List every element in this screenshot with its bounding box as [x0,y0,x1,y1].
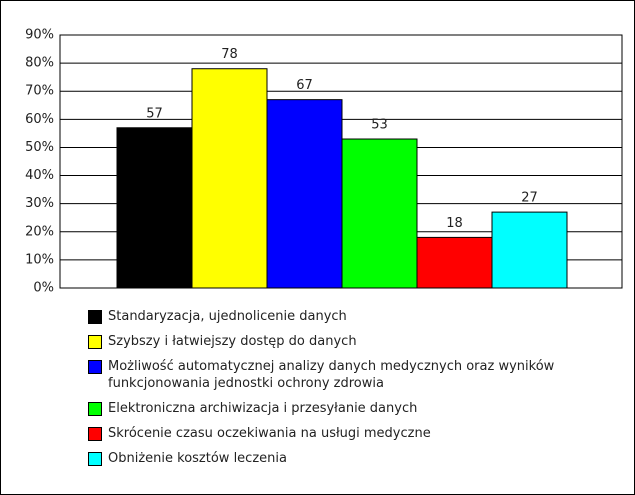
legend-label: Standaryzacja, ujednolicenie danych [108,309,347,324]
y-tick-label: 30% [25,196,54,211]
y-tick-label: 70% [25,84,54,99]
legend-swatch [88,310,102,324]
bar [491,211,568,289]
legend-label: Szybszy i łatwiejszy dostęp do danych [108,334,357,349]
legend-swatch [88,427,102,441]
y-tick-label: 0% [33,281,54,296]
data-label: 78 [221,47,238,62]
data-label: 53 [371,118,388,133]
y-tick-label: 10% [25,252,54,267]
legend-label: Obniżenie kosztów leczenia [108,451,287,466]
data-label: 18 [446,216,463,231]
y-tick-label: 60% [25,112,54,127]
legend-item: Standaryzacja, ujednolicenie danych [88,308,628,325]
y-tick-label: 50% [25,140,54,155]
legend-swatch [88,360,102,374]
bar [266,99,343,289]
bar [341,138,418,289]
legend-item: Szybszy i łatwiejszy dostęp do danych [88,333,628,350]
y-tick-label: 20% [25,224,54,239]
legend-item: Elektroniczna archiwizacja i przesyłanie… [88,400,628,417]
data-label: 67 [296,78,313,93]
data-label: 57 [146,106,163,121]
y-tick-label: 40% [25,168,54,183]
legend-swatch [88,452,102,466]
legend-swatch [88,402,102,416]
legend-label: Elektroniczna archiwizacja i przesyłanie… [108,401,418,416]
y-tick-label: 80% [25,56,54,71]
legend-label: Możliwość automatycznej analizy danych m… [108,359,555,391]
legend-swatch [88,335,102,349]
legend-label: Skrócenie czasu oczekiwania na usługi me… [108,426,431,441]
data-label: 27 [521,191,538,206]
bar [116,127,193,289]
bar [191,68,268,289]
legend: Standaryzacja, ujednolicenie danych Szybs… [88,308,628,475]
bar [416,236,493,289]
legend-item: Obniżenie kosztów leczenia [88,450,628,467]
legend-item: Możliwość automatycznej analizy danych m… [88,358,628,392]
y-tick-label: 90% [25,28,54,43]
legend-item: Skrócenie czasu oczekiwania na usługi me… [88,425,628,442]
